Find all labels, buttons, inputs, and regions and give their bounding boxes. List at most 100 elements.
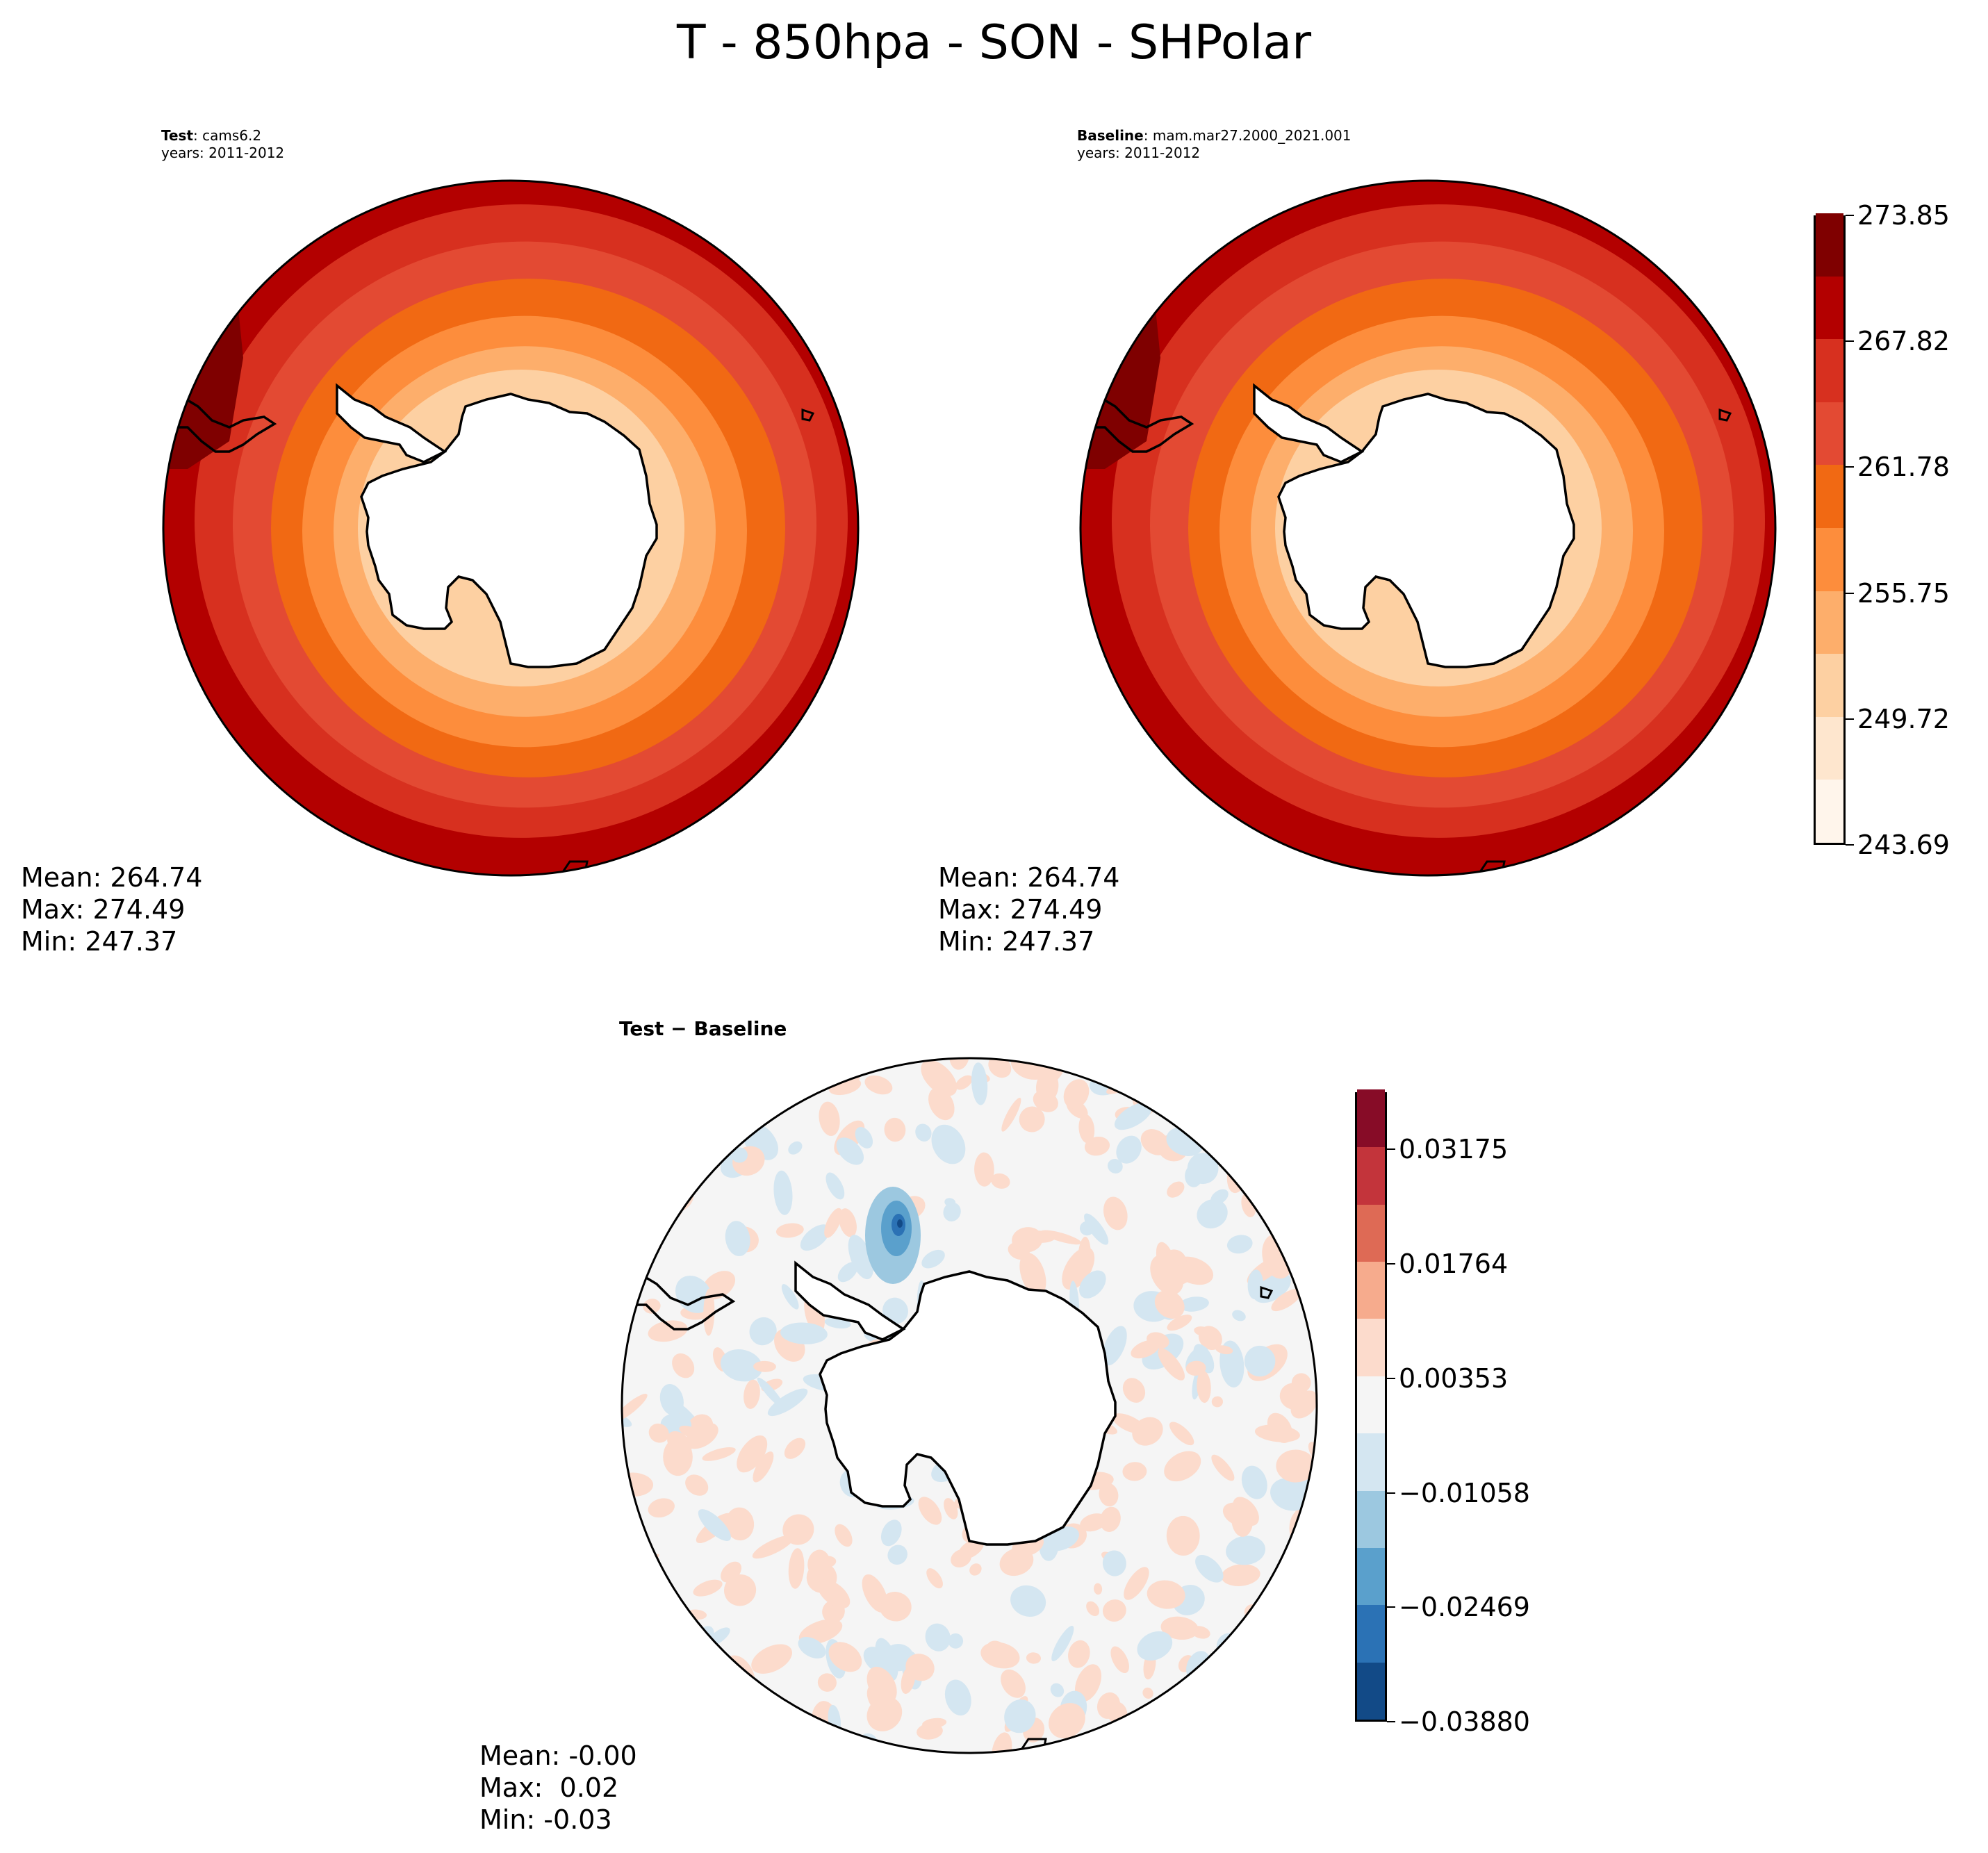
difference-blob bbox=[819, 1101, 840, 1136]
baseline-stats: Mean: 264.74 Max: 274.49 Min: 247.37 bbox=[938, 862, 1119, 957]
land-peninsula bbox=[336, 383, 447, 463]
difference-blob bbox=[1131, 1063, 1150, 1097]
test-case-name: : cams6.2 bbox=[193, 127, 262, 144]
difference-blob bbox=[622, 1251, 642, 1270]
difference-blob bbox=[725, 1221, 750, 1256]
difference-blob bbox=[1194, 1326, 1212, 1337]
land-south-america bbox=[1081, 395, 1194, 453]
island bbox=[1260, 1285, 1274, 1299]
difference-blob bbox=[1278, 1573, 1292, 1583]
difference-blob bbox=[1051, 1625, 1074, 1662]
test-map bbox=[162, 179, 860, 877]
baseline-panel-title: Baseline: mam.mar27.2000_2021.001 years:… bbox=[1077, 127, 1352, 162]
difference-blob bbox=[622, 1135, 638, 1161]
difference-blob bbox=[751, 1644, 792, 1674]
colorbar-segment bbox=[1357, 1261, 1385, 1319]
difference-blob bbox=[1079, 1270, 1106, 1299]
difference-blob bbox=[1114, 1102, 1153, 1130]
difference-blob bbox=[1019, 1106, 1045, 1133]
baseline-min: Min: 247.37 bbox=[938, 926, 1095, 957]
difference-blob bbox=[1291, 1070, 1315, 1085]
difference-blob bbox=[1296, 1202, 1314, 1222]
colorbar-segment bbox=[1357, 1376, 1385, 1434]
colorbar-tick-label: 261.78 bbox=[1857, 452, 1950, 483]
difference-blob bbox=[824, 1208, 842, 1238]
difference-blob bbox=[687, 1647, 712, 1673]
difference-blob bbox=[921, 1249, 945, 1269]
difference-blob bbox=[951, 1549, 971, 1567]
difference-blob bbox=[622, 1058, 631, 1077]
difference-blob bbox=[1126, 1715, 1154, 1732]
difference-blob bbox=[1074, 1664, 1102, 1702]
difference-blob bbox=[943, 1202, 961, 1221]
colorbar-segment bbox=[1816, 213, 1843, 277]
difference-blob bbox=[1241, 1633, 1278, 1657]
difference-blob bbox=[1142, 1687, 1153, 1699]
difference-blob bbox=[744, 1379, 760, 1409]
colorbar-segment bbox=[1816, 780, 1843, 843]
difference-blob bbox=[915, 1123, 932, 1142]
difference-blob bbox=[703, 1288, 715, 1336]
difference-blob bbox=[882, 1297, 908, 1324]
difference-blob bbox=[880, 1520, 902, 1547]
difference-blob bbox=[1068, 1640, 1090, 1668]
difference-blob bbox=[693, 1665, 709, 1699]
colorbar-tick-mark bbox=[1387, 1263, 1395, 1265]
colorbar-segment bbox=[1816, 527, 1843, 591]
difference-blob bbox=[1160, 1616, 1199, 1640]
difference-blob bbox=[724, 1574, 757, 1606]
difference-blob bbox=[839, 1208, 857, 1237]
difference-blob bbox=[788, 1141, 803, 1155]
difference-blob bbox=[848, 1058, 873, 1068]
difference-blob bbox=[757, 1377, 784, 1408]
island bbox=[1718, 408, 1732, 422]
difference-blob bbox=[1211, 1454, 1235, 1481]
difference-blob bbox=[1187, 1153, 1219, 1185]
difference-blob bbox=[1001, 1097, 1021, 1132]
difference-blob bbox=[864, 1075, 893, 1095]
difference-blob bbox=[736, 1058, 762, 1098]
colorbar-segment bbox=[1357, 1089, 1385, 1148]
difference-blob bbox=[971, 1062, 988, 1105]
diff-min: Min: -0.03 bbox=[479, 1804, 612, 1835]
difference-blob bbox=[837, 1262, 858, 1283]
difference-blob bbox=[988, 1058, 1012, 1078]
baseline-label: Baseline bbox=[1077, 127, 1144, 144]
colorbar-tick-label: 249.72 bbox=[1857, 703, 1950, 734]
difference-blob bbox=[1154, 1290, 1185, 1319]
difference-blob bbox=[798, 1637, 826, 1659]
difference-blob bbox=[667, 1431, 692, 1457]
difference-blob bbox=[646, 1738, 659, 1753]
difference-blob bbox=[1274, 1626, 1297, 1640]
baseline-map bbox=[1079, 179, 1777, 877]
colorbar-tick-label: −0.02469 bbox=[1399, 1592, 1530, 1623]
difference-blob bbox=[1264, 1601, 1285, 1617]
difference-blob bbox=[658, 1146, 682, 1187]
difference-blob bbox=[1221, 1564, 1260, 1586]
difference-blob bbox=[1137, 1631, 1173, 1661]
colorbar-tick-mark bbox=[1387, 1606, 1395, 1608]
difference-blob bbox=[1063, 1079, 1090, 1109]
difference-blob bbox=[1102, 1599, 1126, 1622]
difference-blob bbox=[753, 1451, 774, 1483]
difference-blob bbox=[835, 1524, 853, 1547]
colorbar-tick-mark bbox=[1846, 592, 1854, 594]
colorbar-tick-mark bbox=[1387, 1377, 1395, 1379]
difference-blob bbox=[648, 1658, 671, 1685]
colorbar-tick-label: 0.03175 bbox=[1399, 1134, 1509, 1165]
colorbar-tick-label: −0.03880 bbox=[1399, 1706, 1530, 1737]
colorbar-tick-mark bbox=[1846, 466, 1854, 468]
difference-blob bbox=[1276, 1449, 1316, 1483]
colorbar-tick-label: 255.75 bbox=[1857, 577, 1950, 609]
difference-blob bbox=[685, 1474, 709, 1496]
difference-blob bbox=[731, 1147, 748, 1163]
baseline-years: years: 2011-2012 bbox=[1077, 145, 1201, 161]
difference-blob bbox=[749, 1317, 777, 1346]
difference-blob bbox=[991, 1173, 1010, 1189]
difference-blob bbox=[1266, 1155, 1291, 1175]
difference-blob bbox=[1254, 1424, 1300, 1442]
test-years: years: 2011-2012 bbox=[161, 145, 285, 161]
difference-blob bbox=[628, 1597, 659, 1611]
difference-blob bbox=[1124, 1567, 1149, 1600]
difference-blob bbox=[1050, 1683, 1065, 1697]
